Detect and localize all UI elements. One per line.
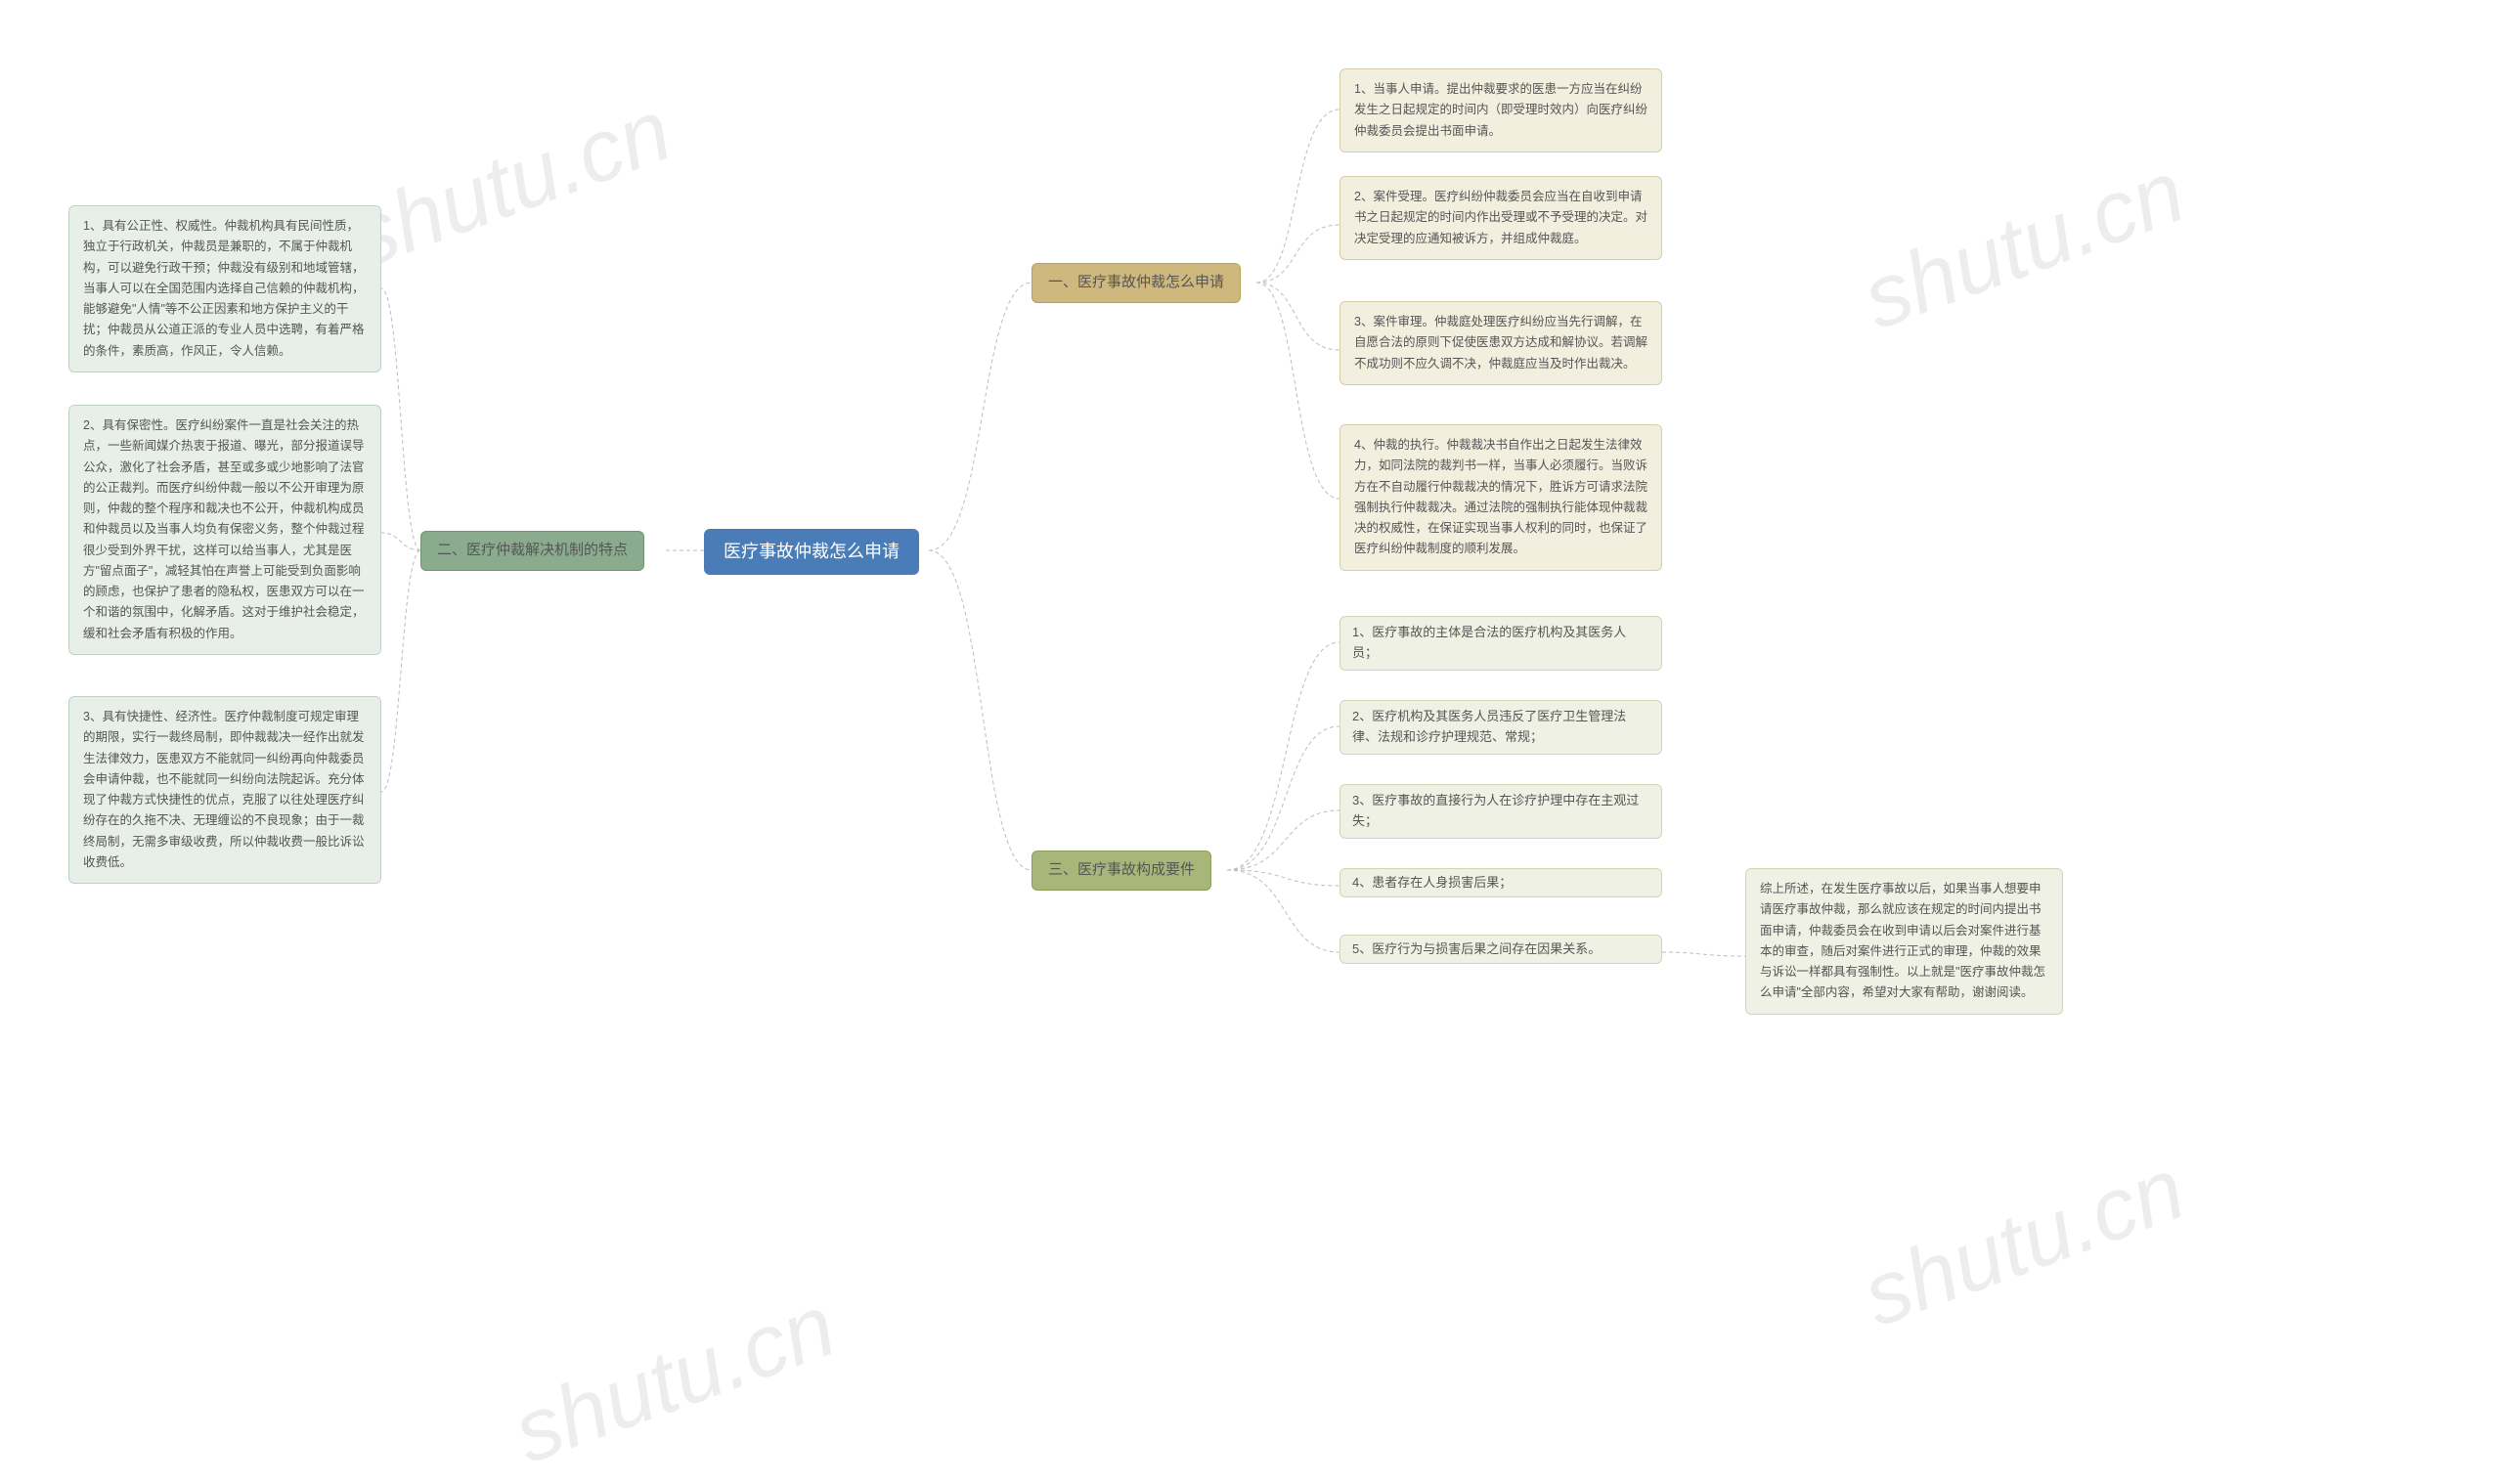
leaf-node[interactable]: 1、具有公正性、权威性。仲裁机构具有民间性质，独立于行政机关，仲裁员是兼职的，不… [68,205,381,372]
leaf-node[interactable]: 2、案件受理。医疗纠纷仲裁委员会应当在自收到申请书之日起规定的时间内作出受理或不… [1339,176,1662,260]
watermark: shutu.cn [502,1276,849,1484]
leaf-node[interactable]: 3、具有快捷性、经济性。医疗仲裁制度可规定审理的期限，实行一裁终局制，即仲裁裁决… [68,696,381,884]
leaf-node[interactable]: 1、医疗事故的主体是合法的医疗机构及其医务人员； [1339,616,1662,671]
branch-node-3[interactable]: 三、医疗事故构成要件 [1032,851,1211,891]
leaf-node[interactable]: 1、当事人申请。提出仲裁要求的医患一方应当在纠纷发生之日起规定的时间内（即受理时… [1339,68,1662,153]
leaf-node[interactable]: 2、具有保密性。医疗纠纷案件一直是社会关注的热点，一些新闻媒介热衷于报道、曝光，… [68,405,381,655]
center-node[interactable]: 医疗事故仲裁怎么申请 [704,529,919,575]
leaf-node[interactable]: 4、仲裁的执行。仲裁裁决书自作出之日起发生法律效力，如同法院的裁判书一样，当事人… [1339,424,1662,571]
leaf-node-summary[interactable]: 综上所述，在发生医疗事故以后，如果当事人想要申请医疗事故仲裁，那么就应该在规定的… [1745,868,2063,1015]
watermark: shutu.cn [1851,1139,2198,1347]
leaf-node[interactable]: 3、医疗事故的直接行为人在诊疗护理中存在主观过失； [1339,784,1662,839]
leaf-node[interactable]: 3、案件审理。仲裁庭处理医疗纠纷应当先行调解，在自愿合法的原则下促使医患双方达成… [1339,301,1662,385]
leaf-node[interactable]: 2、医疗机构及其医务人员违反了医疗卫生管理法律、法规和诊疗护理规范、常规； [1339,700,1662,755]
leaf-node[interactable]: 4、患者存在人身损害后果； [1339,868,1662,897]
branch-node-1[interactable]: 一、医疗事故仲裁怎么申请 [1032,263,1241,303]
leaf-node[interactable]: 5、医疗行为与损害后果之间存在因果关系。 [1339,935,1662,964]
watermark: shutu.cn [1851,142,2198,350]
branch-node-2[interactable]: 二、医疗仲裁解决机制的特点 [420,531,644,571]
